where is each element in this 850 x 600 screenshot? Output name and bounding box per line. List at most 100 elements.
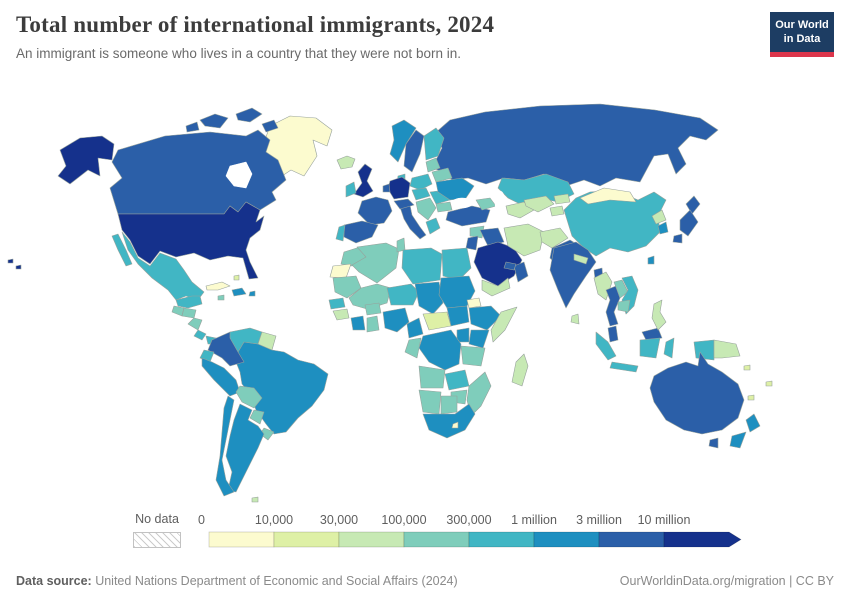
country-new-zealand-south[interactable]: [729, 431, 747, 449]
country-burkina-faso[interactable]: [364, 302, 382, 316]
country-hawaii[interactable]: [15, 264, 22, 270]
footer-link[interactable]: OurWorldinData.org/migration | CC BY: [619, 574, 834, 588]
country-indonesia-java[interactable]: [609, 361, 639, 373]
country-india[interactable]: [549, 241, 597, 309]
country-bolivia[interactable]: [235, 385, 263, 409]
country-central-african-republic[interactable]: [422, 311, 452, 331]
country-canada-island[interactable]: [235, 107, 263, 123]
country-uzbekistan[interactable]: [523, 195, 555, 213]
country-falklands[interactable]: [251, 496, 259, 503]
country-germany[interactable]: [387, 176, 411, 200]
country-new-zealand-north[interactable]: [745, 413, 761, 433]
country-united-kingdom[interactable]: [353, 163, 374, 198]
country-afghanistan[interactable]: [539, 227, 569, 249]
country-chile[interactable]: [215, 395, 235, 497]
country-papua-new-guinea[interactable]: [713, 339, 741, 359]
legend-swatch[interactable]: [468, 531, 535, 548]
country-iceland[interactable]: [336, 155, 356, 170]
owid-logo[interactable]: Our World in Data: [770, 12, 834, 57]
country-chad[interactable]: [414, 281, 444, 315]
country-somalia[interactable]: [490, 306, 518, 343]
country-nepal[interactable]: [573, 253, 589, 265]
country-nigeria[interactable]: [382, 307, 410, 333]
country-egypt[interactable]: [441, 247, 472, 281]
legend-swatch[interactable]: [598, 531, 665, 548]
country-cambodia[interactable]: [617, 299, 631, 313]
country-jordan-israel[interactable]: [465, 235, 479, 251]
country-niger[interactable]: [386, 283, 420, 306]
country-ivory-coast[interactable]: [350, 315, 366, 331]
country-alaska[interactable]: [57, 135, 115, 185]
country-bulgaria[interactable]: [435, 201, 453, 213]
country-uae[interactable]: [503, 261, 517, 271]
country-fiji[interactable]: [765, 380, 773, 387]
country-taiwan[interactable]: [647, 255, 655, 265]
country-australia[interactable]: [649, 351, 745, 435]
country-mongolia[interactable]: [579, 187, 637, 205]
country-finland[interactable]: [423, 127, 445, 161]
country-iraq[interactable]: [479, 227, 505, 247]
country-algeria[interactable]: [351, 242, 400, 284]
country-malaysia-peninsula[interactable]: [607, 325, 619, 343]
legend-swatch[interactable]: [403, 531, 470, 548]
country-indonesia-papua[interactable]: [693, 339, 715, 361]
country-dr-congo[interactable]: [418, 329, 462, 371]
country-mauritania[interactable]: [332, 275, 362, 299]
country-south-africa[interactable]: [422, 403, 476, 439]
country-mexico-yucatan[interactable]: [175, 295, 203, 309]
country-japan-kyushu[interactable]: [672, 233, 683, 244]
country-portugal[interactable]: [335, 224, 346, 242]
country-puerto-rico[interactable]: [248, 290, 256, 297]
country-guyana[interactable]: [257, 331, 277, 351]
country-kyrgyzstan[interactable]: [553, 193, 571, 205]
country-madagascar[interactable]: [511, 353, 529, 387]
country-tajikistan[interactable]: [549, 205, 565, 217]
country-iran[interactable]: [503, 223, 545, 257]
legend-swatch[interactable]: [533, 531, 600, 548]
country-united-states[interactable]: [117, 201, 265, 280]
country-japan-honshu[interactable]: [679, 209, 699, 237]
country-russia[interactable]: [431, 103, 719, 187]
country-belarus[interactable]: [431, 167, 453, 183]
country-greece[interactable]: [425, 217, 441, 235]
no-data-swatch[interactable]: [133, 532, 181, 548]
country-turkey[interactable]: [445, 205, 491, 227]
country-balkans[interactable]: [415, 197, 437, 221]
country-yemen[interactable]: [481, 277, 511, 297]
country-baltics[interactable]: [425, 157, 441, 173]
legend-bar[interactable]: 0 10,000 30,000 100,000 300,000 1 million 3 mi…: [193, 511, 747, 560]
country-bahamas[interactable]: [233, 274, 240, 281]
country-nicaragua[interactable]: [187, 317, 203, 331]
country-indonesia-kalimantan[interactable]: [639, 337, 661, 359]
country-western-sahara[interactable]: [329, 263, 352, 279]
country-tanzania[interactable]: [460, 345, 486, 367]
country-saudi-arabia[interactable]: [473, 241, 523, 287]
country-honduras[interactable]: [181, 307, 197, 319]
country-tasmania[interactable]: [708, 437, 719, 449]
legend-swatch[interactable]: [338, 531, 405, 548]
country-solomon-islands[interactable]: [743, 364, 751, 371]
country-japan-hokkaido[interactable]: [685, 195, 701, 215]
country-mozambique[interactable]: [466, 371, 492, 417]
country-namibia[interactable]: [418, 389, 442, 415]
country-poland[interactable]: [409, 173, 433, 191]
country-zambia[interactable]: [444, 369, 470, 391]
legend-swatch[interactable]: [208, 531, 275, 548]
country-paraguay[interactable]: [249, 409, 265, 425]
country-czechia-hungary[interactable]: [411, 187, 431, 201]
country-botswana[interactable]: [440, 395, 458, 415]
country-france[interactable]: [357, 196, 393, 226]
country-north-korea[interactable]: [651, 209, 667, 225]
country-guinea[interactable]: [332, 308, 350, 321]
country-libya[interactable]: [401, 247, 443, 285]
country-venezuela[interactable]: [229, 327, 263, 353]
country-uganda[interactable]: [456, 327, 470, 343]
country-jamaica[interactable]: [217, 294, 225, 301]
country-congo-gabon[interactable]: [404, 337, 422, 359]
country-hispaniola[interactable]: [231, 287, 247, 297]
country-canada-island[interactable]: [261, 119, 279, 133]
country-south-korea[interactable]: [657, 221, 669, 235]
country-norway[interactable]: [389, 119, 417, 163]
country-italy[interactable]: [399, 204, 427, 240]
country-spain[interactable]: [343, 220, 379, 244]
